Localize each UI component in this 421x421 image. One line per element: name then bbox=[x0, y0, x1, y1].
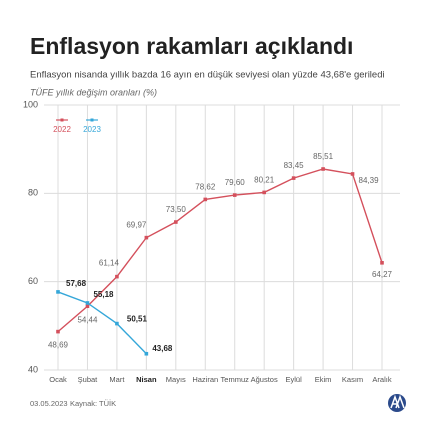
x-tick-label: Ağustos bbox=[251, 375, 278, 384]
point bbox=[262, 190, 266, 195]
chart-title: Enflasyon rakamları açıklandı bbox=[30, 33, 353, 59]
value-label: 69,97 bbox=[126, 221, 147, 230]
point bbox=[203, 197, 208, 202]
value-label: 61,14 bbox=[99, 259, 120, 268]
value-label: 84,39 bbox=[359, 176, 380, 185]
legend-label: 2022 bbox=[53, 125, 71, 134]
source: Kaynak: TÜİK bbox=[70, 399, 116, 408]
date: 03.05.2023 bbox=[30, 399, 68, 408]
value-label: 54,44 bbox=[77, 315, 98, 324]
point bbox=[350, 172, 355, 176]
x-tick-label: Nisan bbox=[136, 375, 157, 384]
point bbox=[85, 304, 90, 309]
point bbox=[56, 290, 60, 294]
y-tick-label: 60 bbox=[28, 276, 38, 286]
legend-marker bbox=[60, 118, 64, 122]
value-label: 80,21 bbox=[254, 176, 275, 185]
series-line bbox=[57, 291, 147, 355]
point bbox=[232, 193, 237, 197]
x-tick-label: Eylül bbox=[286, 375, 303, 384]
x-tick-label: Mart bbox=[109, 375, 125, 384]
x-tick-label: Mayıs bbox=[166, 375, 186, 384]
point bbox=[380, 261, 384, 265]
value-label: 64,27 bbox=[372, 270, 393, 279]
value-label: 79,60 bbox=[225, 178, 246, 187]
x-tick-label: Temmuz bbox=[221, 375, 250, 384]
point bbox=[321, 167, 325, 171]
x-tick-label: Haziran bbox=[192, 375, 218, 384]
series-line bbox=[57, 168, 383, 333]
point bbox=[85, 301, 90, 305]
value-label: 55,18 bbox=[93, 290, 114, 299]
x-tick-label: Ocak bbox=[49, 375, 67, 384]
x-tick-label: Aralık bbox=[372, 375, 391, 384]
chart-subtitle: Enflasyon nisanda yıllık bazda 16 ayın e… bbox=[30, 70, 385, 81]
value-label: 57,68 bbox=[66, 279, 87, 288]
point bbox=[144, 351, 149, 356]
value-label: 43,68 bbox=[152, 344, 173, 353]
y-tick-label: 100 bbox=[23, 99, 38, 109]
x-tick-label: Kasım bbox=[342, 375, 363, 384]
point bbox=[144, 235, 149, 240]
legend-label: 2023 bbox=[83, 125, 101, 134]
y-tick-label: 80 bbox=[28, 188, 38, 198]
point bbox=[115, 274, 119, 279]
point bbox=[115, 321, 119, 326]
point bbox=[291, 176, 296, 180]
point bbox=[174, 220, 178, 224]
value-label: 83,45 bbox=[284, 161, 305, 170]
y-tick-label: 40 bbox=[28, 364, 38, 374]
value-label: 48,69 bbox=[48, 341, 69, 350]
legend-marker bbox=[90, 118, 94, 122]
x-tick-label: Şubat bbox=[78, 375, 99, 384]
logo bbox=[388, 394, 406, 412]
y-axis-label: TÜFE yıllık değişim oranları (%) bbox=[30, 87, 157, 97]
value-label: 50,51 bbox=[127, 315, 148, 324]
value-label: 85,51 bbox=[313, 152, 334, 161]
x-tick-label: Ekim bbox=[315, 375, 332, 384]
point bbox=[56, 329, 60, 334]
value-label: 73,50 bbox=[166, 205, 187, 214]
value-label: 78,62 bbox=[195, 183, 216, 192]
